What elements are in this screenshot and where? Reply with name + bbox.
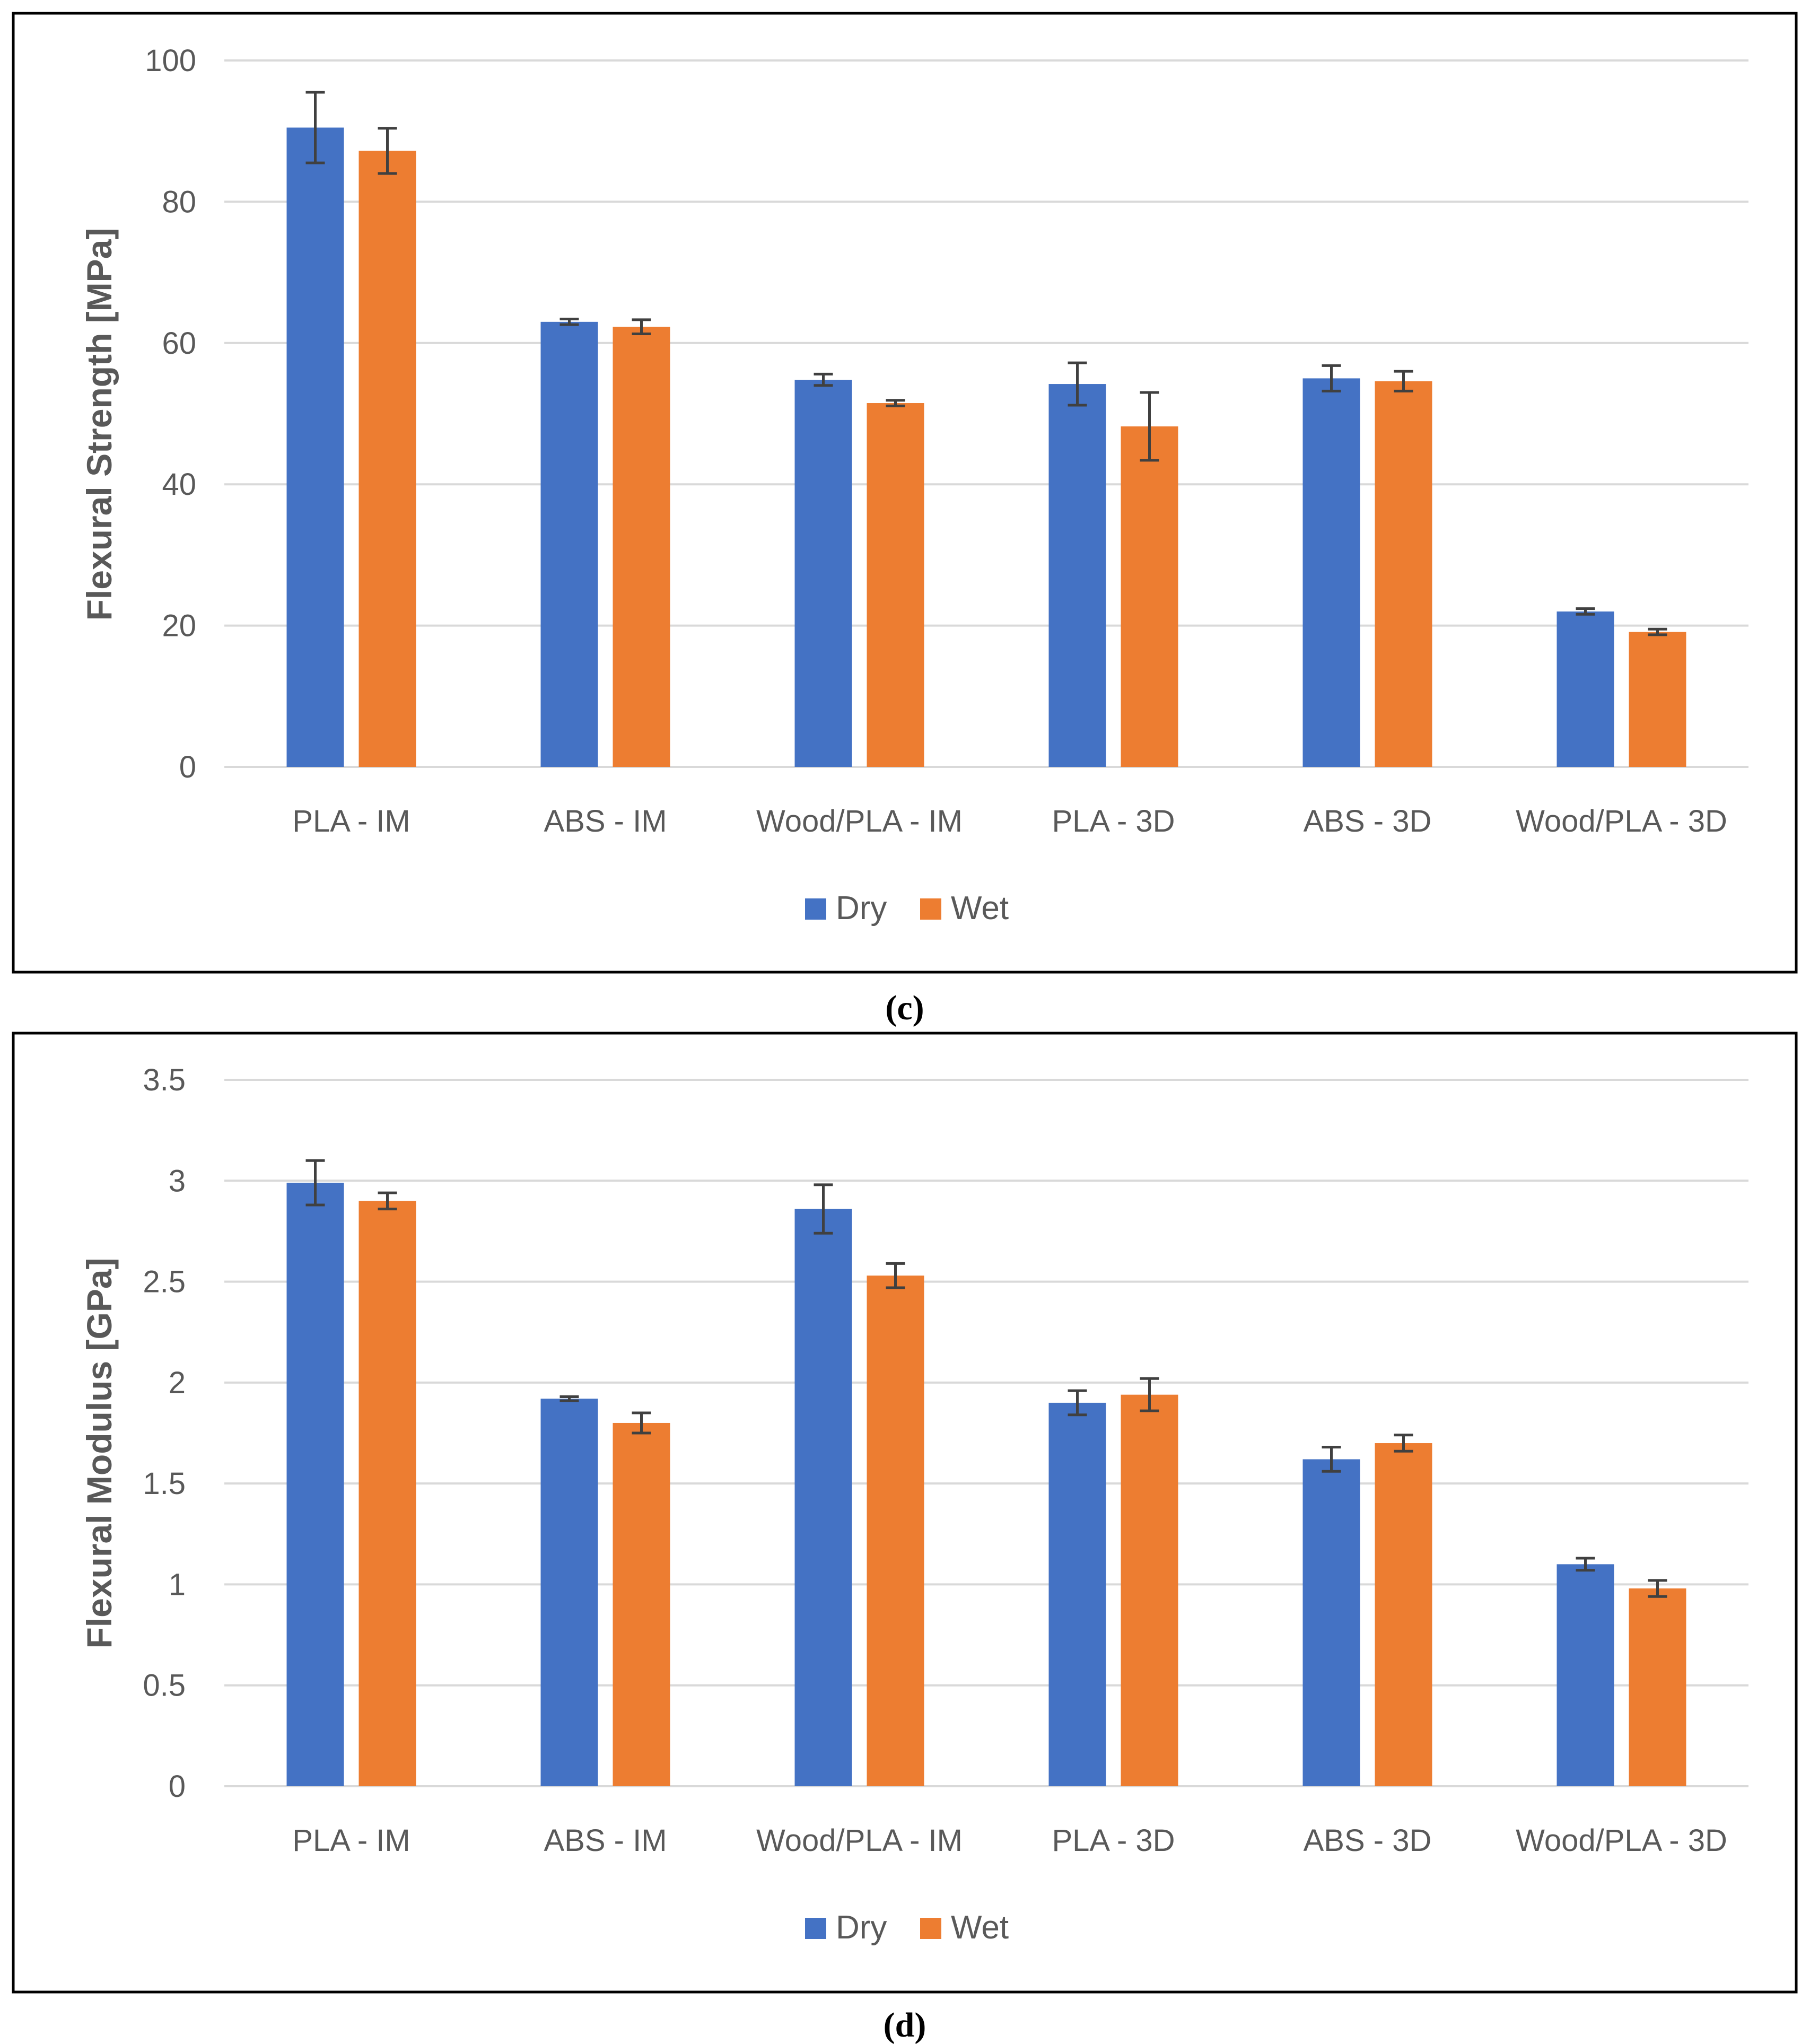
chart-d-bar-dry <box>794 1209 852 1786</box>
chart-c-bar-wet <box>358 151 416 767</box>
chart-d-bar-dry <box>1302 1459 1360 1786</box>
chart-d-gridlines <box>224 1079 1748 1787</box>
chart-d-caption: (d) <box>884 2006 926 2044</box>
chart-c-bar-dry <box>794 380 852 767</box>
chart-d-x-tick-label: Wood/PLA - IM <box>756 1823 963 1858</box>
chart-c-x-tick-label: Wood/PLA - IM <box>756 804 963 838</box>
chart-c-x-tick-label: ABS - IM <box>544 804 667 838</box>
chart-d-x-tick-labels: PLA - IM ABS - IM Wood/PLA - IM PLA - 3D ABS… <box>292 1823 1727 1858</box>
chart-c-bar-dry <box>286 127 344 767</box>
chart-d-bars <box>286 1183 1686 1786</box>
chart-d-y-tick-label: 3.5 <box>143 1063 186 1097</box>
chart-c-y-tick-label: 100 <box>145 43 196 78</box>
chart-d-bar-dry <box>1557 1564 1614 1786</box>
chart-d-legend: Dry Wet <box>805 1909 1009 1946</box>
chart-d-y-tick-label: 0.5 <box>143 1669 186 1703</box>
chart-c-y-tick-label: 80 <box>162 185 196 219</box>
chart-d-x-tick-label: ABS - IM <box>544 1823 667 1858</box>
chart-c-gridlines <box>224 59 1748 768</box>
chart-d-bar-dry <box>540 1399 598 1786</box>
chart-c-legend: Dry Wet <box>805 890 1009 927</box>
chart-d-y-tick-label: 3 <box>169 1164 186 1198</box>
chart-c-bar-wet <box>1629 632 1686 767</box>
chart-c-y-tick-labels: 0 20 40 60 80 100 <box>145 43 196 784</box>
chart-d-bar-dry <box>1048 1402 1106 1786</box>
chart-c-x-tick-label: ABS - 3D <box>1304 804 1432 838</box>
chart-d-legend-wet-swatch <box>920 1918 941 1939</box>
chart-c: 0 20 40 60 80 100 PLA - IM ABS - IM Wood/PLA - … <box>12 12 1798 974</box>
chart-c-legend-dry-label: Dry <box>836 890 887 927</box>
chart-c-bar-dry <box>1557 611 1614 767</box>
chart-d-legend-wet-label: Wet <box>951 1909 1009 1946</box>
chart-d-bar-wet <box>867 1276 924 1786</box>
chart-c-bar-dry <box>1302 378 1360 767</box>
chart-d-bar-wet <box>613 1422 670 1786</box>
chart-c-x-tick-labels: PLA - IM ABS - IM Wood/PLA - IM PLA - 3D ABS… <box>292 804 1727 838</box>
chart-c-bar-dry <box>1048 384 1106 767</box>
chart-d-y-tick-label: 2 <box>169 1366 186 1400</box>
chart-d-y-tick-label: 2.5 <box>143 1265 186 1299</box>
chart-c-y-tick-label: 40 <box>162 467 196 502</box>
chart-d-bar-wet <box>358 1201 416 1786</box>
chart-d-error-bars <box>305 1159 1667 1598</box>
chart-c-x-tick-label: PLA - IM <box>292 804 410 838</box>
chart-d-bar-wet <box>1375 1443 1432 1786</box>
chart-c-bar-wet <box>867 403 924 767</box>
chart-c-bar-dry <box>540 321 598 767</box>
chart-d-y-tick-labels: 0 0.5 1 1.5 2 2.5 3 3.5 <box>143 1063 186 1804</box>
chart-c-legend-wet-swatch <box>920 898 941 920</box>
chart-c-bar-wet <box>1121 426 1178 767</box>
chart-d-y-axis-title: Flexural Modulus [GPa] <box>80 1257 119 1648</box>
chart-c-y-tick-label: 20 <box>162 609 196 643</box>
chart-c-x-tick-label: PLA - 3D <box>1052 804 1175 838</box>
chart-d-bar-wet <box>1629 1588 1686 1786</box>
chart-d: 0 0.5 1 1.5 2 2.5 3 3.5 PLA - IM ABS - IM Wood/PL… <box>12 1032 1798 1994</box>
chart-c-x-tick-label: Wood/PLA - 3D <box>1516 804 1727 838</box>
chart-c-legend-dry-swatch <box>805 898 826 920</box>
chart-c-bar-wet <box>1375 381 1432 767</box>
chart-d-bar-wet <box>1121 1394 1178 1786</box>
chart-d-y-tick-label: 0 <box>169 1769 186 1804</box>
chart-d-legend-dry-label: Dry <box>836 1909 887 1946</box>
chart-c-error-bars <box>305 91 1667 636</box>
chart-d-y-tick-label: 1 <box>169 1567 186 1602</box>
chart-c-y-tick-label: 0 <box>179 750 196 784</box>
chart-c-caption: (c) <box>885 989 924 1027</box>
chart-d-x-tick-label: PLA - 3D <box>1052 1823 1175 1858</box>
chart-d-x-tick-label: PLA - IM <box>292 1823 410 1858</box>
chart-c-y-axis-title: Flexural Strength [MPa] <box>80 228 119 621</box>
chart-d-x-tick-label: ABS - 3D <box>1304 1823 1432 1858</box>
chart-d-x-tick-label: Wood/PLA - 3D <box>1516 1823 1727 1858</box>
chart-c-y-tick-label: 60 <box>162 326 196 361</box>
chart-c-bars <box>286 127 1686 767</box>
chart-c-legend-wet-label: Wet <box>951 890 1009 927</box>
chart-c-bar-wet <box>613 327 670 767</box>
chart-d-legend-dry-swatch <box>805 1918 826 1939</box>
chart-d-bar-dry <box>286 1183 344 1786</box>
chart-d-y-tick-label: 1.5 <box>143 1466 186 1501</box>
